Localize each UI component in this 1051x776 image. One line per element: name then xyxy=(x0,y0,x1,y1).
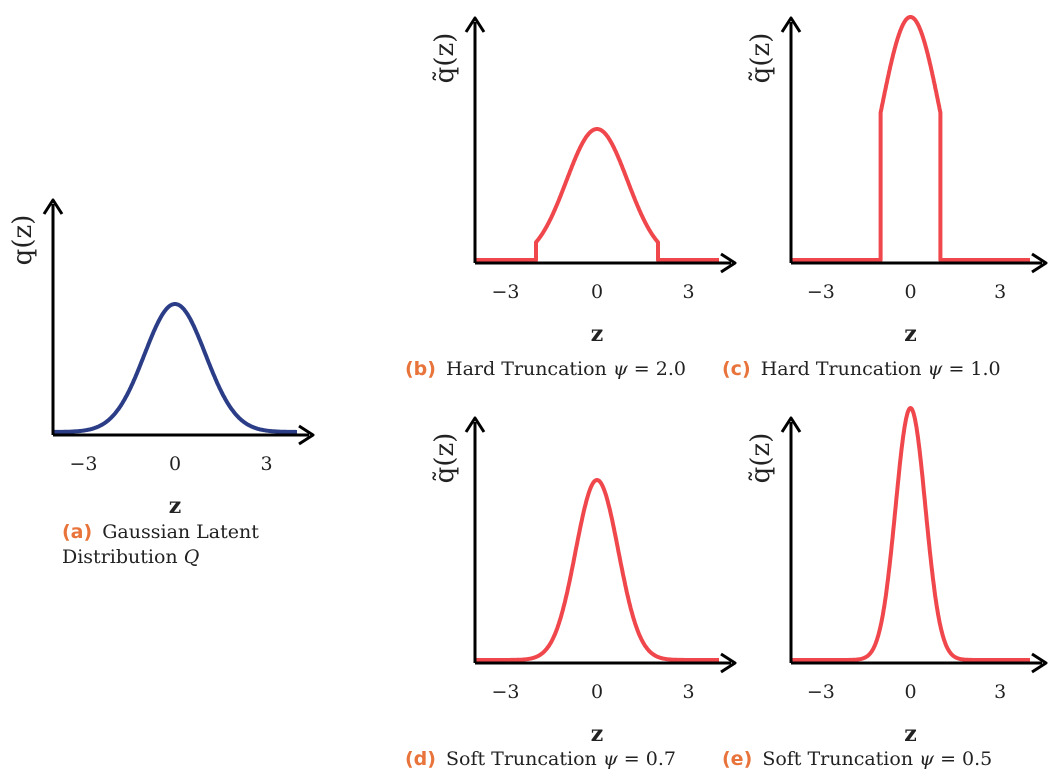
axes xyxy=(464,416,737,674)
x-tick-label: −3 xyxy=(807,681,835,703)
x-tick-label: 0 xyxy=(591,681,603,703)
caption-value: = 0.7 xyxy=(623,748,676,770)
caption-label: (a) xyxy=(62,521,93,543)
caption-value: = 0.5 xyxy=(940,748,993,770)
x-tick-label: −3 xyxy=(491,681,519,703)
x-tick-label: 3 xyxy=(682,681,694,703)
x-axis-label: z xyxy=(904,321,917,347)
x-axis-arrow xyxy=(298,424,315,446)
caption-text: Soft Truncation xyxy=(446,748,597,770)
x-axis-label: z xyxy=(169,493,182,519)
x-tick-label: 3 xyxy=(260,453,272,475)
y-axis-label: q̃(z) xyxy=(746,33,776,84)
caption-text: Soft Truncation xyxy=(762,748,914,770)
chart-panel-a: −3 0 3 z q(z) xyxy=(8,198,315,519)
caption-symbol: Q xyxy=(183,546,200,568)
chart-panel-c: −3 0 3 z q̃(z) xyxy=(746,15,1048,347)
x-tick-label: 0 xyxy=(904,681,916,703)
axes xyxy=(780,416,1048,674)
y-axis-arrow xyxy=(780,416,802,433)
caption-symbol: ψ xyxy=(919,748,935,770)
y-axis-label: q̃(z) xyxy=(430,433,460,484)
x-axis-arrow xyxy=(1031,652,1048,674)
x-tick-label: 0 xyxy=(904,281,916,303)
density-curve xyxy=(473,478,721,662)
y-axis-label: q̃(z) xyxy=(746,433,776,484)
caption-d: (d) Soft Truncation ψ = 0.7 xyxy=(405,747,676,772)
chart-panel-e: −3 0 3 z q̃(z) xyxy=(746,406,1048,747)
x-tick-label: 0 xyxy=(591,281,603,303)
caption-value: = 2.0 xyxy=(633,358,686,380)
x-tick-label: 3 xyxy=(994,681,1006,703)
caption-label: (b) xyxy=(405,358,436,380)
x-tick-label: 3 xyxy=(682,281,694,303)
x-tick-label: −3 xyxy=(69,453,97,475)
caption-label: (c) xyxy=(722,358,751,380)
x-axis-arrow xyxy=(720,252,737,274)
x-axis-label: z xyxy=(904,721,917,747)
y-axis-arrow xyxy=(42,198,64,215)
caption-label: (d) xyxy=(405,748,436,770)
x-tick-label: −3 xyxy=(807,281,835,303)
caption-symbol: ψ xyxy=(602,748,618,770)
caption-c: (c) Hard Truncation ψ = 1.0 xyxy=(722,357,1001,382)
chart-panel-b: −3 0 3 z q̃(z) xyxy=(430,16,737,347)
caption-b: (b) Hard Truncation ψ = 2.0 xyxy=(405,357,686,382)
density-curve xyxy=(791,15,1030,262)
caption-a: (a) Gaussian Latent Distribution Q xyxy=(62,520,332,570)
caption-label: (e) xyxy=(722,748,753,770)
x-axis-label: z xyxy=(591,721,604,747)
caption-e: (e) Soft Truncation ψ = 0.5 xyxy=(722,747,992,772)
axes xyxy=(780,16,1048,274)
y-axis-arrow xyxy=(464,16,486,33)
caption-text: Hard Truncation xyxy=(760,358,922,380)
y-axis-label: q̃(z) xyxy=(430,33,460,84)
x-axis-label: z xyxy=(591,321,604,347)
y-axis-label: q(z) xyxy=(8,215,38,266)
density-curve xyxy=(475,127,719,262)
axes xyxy=(464,16,737,274)
caption-symbol: ψ xyxy=(612,358,628,380)
density-curve xyxy=(51,302,299,434)
density-curve xyxy=(789,406,1032,662)
caption-text: Hard Truncation xyxy=(446,358,607,380)
x-axis-arrow xyxy=(1031,252,1048,274)
x-tick-label: 3 xyxy=(994,281,1006,303)
caption-value: = 1.0 xyxy=(948,358,1001,380)
caption-symbol: ψ xyxy=(927,358,943,380)
x-tick-label: 0 xyxy=(169,453,181,475)
y-axis-arrow xyxy=(780,16,802,33)
caption-text: Gaussian Latent Distribution xyxy=(62,521,259,568)
y-axis-arrow xyxy=(464,416,486,433)
x-tick-label: −3 xyxy=(491,281,519,303)
x-axis-arrow xyxy=(720,652,737,674)
axes xyxy=(42,198,315,446)
chart-panel-d: −3 0 3 z q̃(z) xyxy=(430,416,737,747)
